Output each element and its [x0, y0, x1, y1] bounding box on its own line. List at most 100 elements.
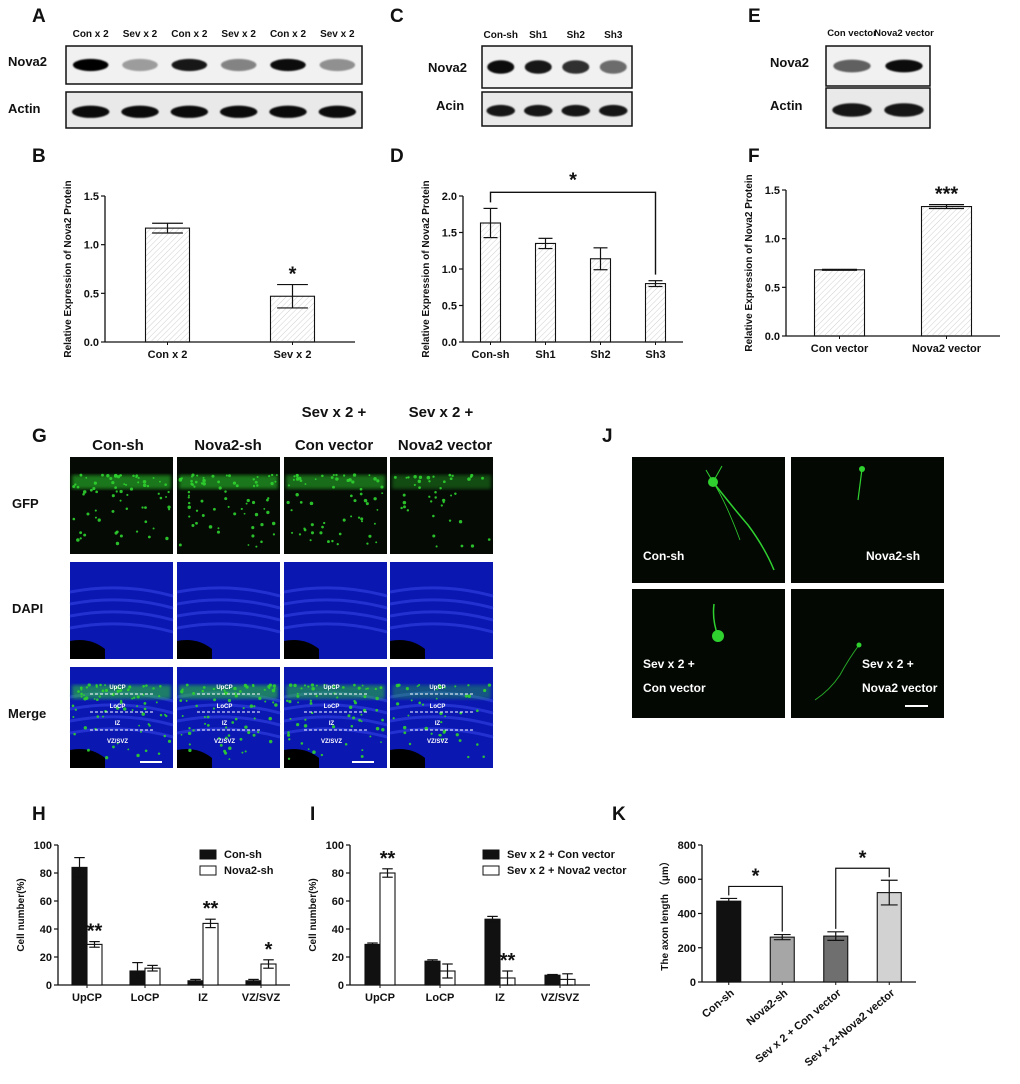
- gfp-cell: [188, 727, 191, 730]
- gfp-cell: [119, 474, 122, 477]
- gfp-cell: [76, 485, 80, 489]
- gfp-cell: [235, 484, 239, 488]
- gfp-cell: [86, 512, 90, 516]
- layer-label: VZ/SVZ: [107, 739, 128, 745]
- gfp-cell: [274, 703, 278, 707]
- gfp-cell: [187, 496, 190, 499]
- gfp-cell: [77, 690, 80, 693]
- y-axis-label: The axon length （μm）: [658, 856, 671, 970]
- blot-c-nova2-band: [562, 60, 590, 74]
- gfp-cell: [405, 686, 409, 691]
- gfp-cell: [116, 742, 119, 745]
- gfp-cell: [112, 745, 115, 749]
- gfp-cell: [421, 703, 425, 706]
- gfp-cell: [437, 684, 442, 688]
- gfp-cell: [300, 687, 303, 690]
- gfp-cell: [327, 540, 330, 544]
- gfp-cell: [251, 500, 256, 505]
- ventricle: [177, 640, 212, 659]
- y-tick-label: 80: [332, 868, 344, 880]
- blot-e-lane-label: Nova2 vector: [874, 28, 934, 39]
- dapi-layer-band: [69, 622, 174, 634]
- y-axis-label: Relative Expression of Nova2 Protein: [63, 180, 74, 357]
- y-tick-label: 600: [678, 874, 696, 886]
- gfp-cell: [104, 684, 107, 687]
- gfp-cell: [360, 517, 364, 521]
- gfp-cell: [159, 713, 163, 717]
- gfp-cell: [93, 697, 96, 700]
- blot-a-nova2-band: [171, 58, 208, 72]
- bar: [876, 892, 902, 983]
- gfp-cell: [407, 714, 410, 717]
- x-tick-label: Sh1: [535, 349, 555, 361]
- g-row-merge: Merge: [8, 706, 46, 721]
- gfp-cell: [315, 684, 318, 687]
- gfp-cell: [428, 480, 431, 483]
- dapi-layer-band: [389, 586, 494, 598]
- gfp-cell: [483, 688, 487, 693]
- dapi-layer-band: [176, 622, 281, 634]
- gfp-cell: [444, 715, 447, 718]
- gfp-cell: [309, 699, 313, 702]
- gfp-cell: [98, 695, 101, 698]
- gfp-cell: [135, 475, 138, 479]
- gfp-cell: [202, 476, 205, 479]
- gfp-cell: [263, 508, 266, 510]
- gfp-cell: [195, 704, 198, 708]
- gfp-cell: [443, 686, 446, 689]
- blot-a-nova2-band: [72, 58, 109, 72]
- significance-mark: **: [203, 898, 219, 920]
- gfp-cell: [240, 507, 243, 511]
- gfp-cell: [405, 476, 408, 479]
- gfp-cell: [101, 689, 105, 693]
- j-caption: Con-sh: [643, 549, 684, 563]
- gfp-cell: [434, 496, 437, 499]
- neuron-images-j: Con-sh Nova2-sh Sev x 2 + Con vector Sev x 2…: [632, 457, 944, 718]
- gfp-cell: [244, 750, 247, 753]
- gfp-cell: [293, 475, 296, 478]
- blot-c-actin-band: [524, 104, 553, 117]
- gfp-cell: [271, 521, 276, 526]
- gfp-cell: [467, 694, 472, 698]
- gfp-cell: [392, 717, 395, 720]
- axon: [712, 603, 719, 637]
- ventricle: [70, 749, 105, 768]
- gfp-cell: [247, 544, 250, 546]
- gfp-cell: [187, 505, 192, 510]
- gfp-cell: [448, 519, 452, 522]
- gfp-cell: [350, 724, 354, 728]
- gfp-cell: [353, 499, 357, 503]
- gfp-cell: [181, 715, 184, 718]
- gfp-cell: [416, 685, 419, 688]
- gfp-cell: [111, 480, 115, 485]
- gfp-cell: [350, 515, 353, 518]
- dapi-layer-band: [69, 610, 174, 622]
- gfp-cell: [114, 531, 118, 535]
- legend-label: Nova2-sh: [224, 865, 274, 877]
- y-tick-label: 20: [40, 952, 52, 964]
- gfp-cell: [303, 684, 307, 687]
- gfp-cell: [272, 684, 276, 688]
- gfp-cell: [99, 683, 102, 687]
- y-tick-label: 0: [338, 980, 344, 992]
- gfp-cell: [228, 474, 231, 478]
- blot-c-nova2-band: [524, 60, 552, 74]
- gfp-cell: [434, 490, 437, 494]
- gfp-cell: [451, 474, 454, 478]
- gfp-cell: [94, 509, 97, 512]
- significance-mark: *: [265, 939, 273, 961]
- gfp-cell: [228, 746, 232, 751]
- blot-e-nova2-band: [885, 59, 923, 73]
- significance-bracket: [489, 191, 657, 275]
- gfp-cell: [307, 748, 310, 751]
- significance-mark: **: [380, 848, 396, 870]
- panel-label-f: F: [748, 146, 760, 167]
- gfp-cell: [310, 523, 314, 527]
- gfp-cell: [287, 733, 291, 737]
- g-row-gfp: GFP: [12, 496, 39, 511]
- y-tick-label: 0.0: [442, 337, 457, 349]
- gfp-cell: [190, 479, 193, 483]
- gfp-cell: [424, 726, 429, 731]
- gfp-cell: [359, 487, 363, 491]
- gfp-cell: [82, 490, 87, 494]
